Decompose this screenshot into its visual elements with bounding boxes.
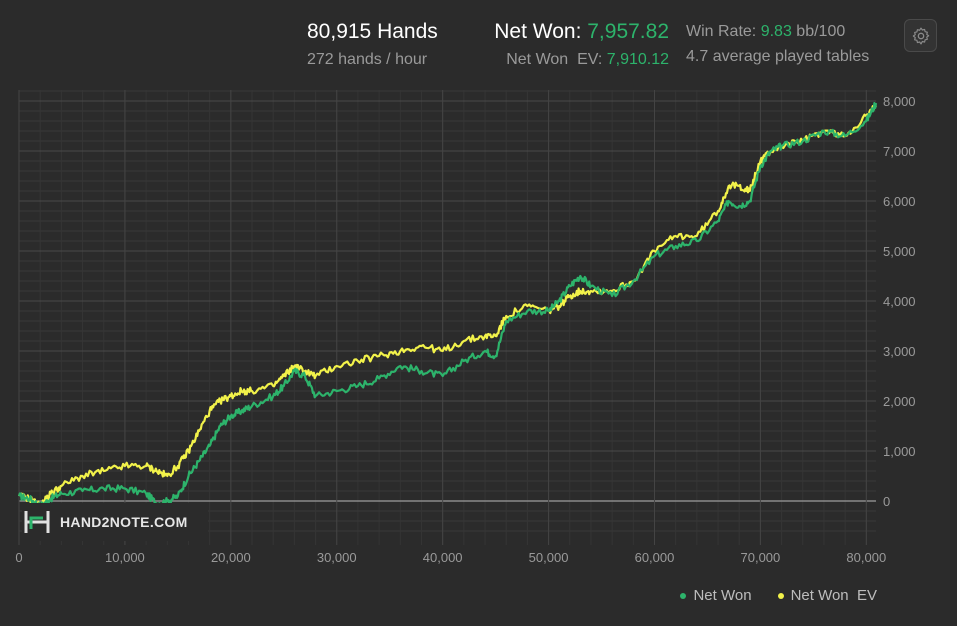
series-layer <box>17 102 878 510</box>
y-tick-label: 4,000 <box>883 294 916 309</box>
legend-dot-net-won-ev <box>777 592 784 599</box>
y-tick-label: 2,000 <box>883 394 916 409</box>
major-gridlines <box>18 90 876 545</box>
y-tick-label: 3,000 <box>883 344 916 359</box>
x-tick-label: 50,000 <box>529 550 569 565</box>
x-tick-label: 80,000 <box>846 550 886 565</box>
minor-gridlines <box>18 90 876 545</box>
tick-labels: 0 1,000 2,000 3,000 4,000 5,000 6,000 7,000 8,00… <box>15 94 915 565</box>
x-tick-label: 40,000 <box>423 550 463 565</box>
hands-total: 80,915 Hands <box>307 20 438 43</box>
net-won-ev-line <box>17 104 877 510</box>
hand2note-logo: HAND2NOTE.COM <box>22 503 208 541</box>
win-rate-unit: bb/100 <box>796 23 846 40</box>
x-tick-label: 0 <box>15 550 22 565</box>
hand2note-logo-text: HAND2NOTE.COM <box>60 514 188 530</box>
chart-legend: Net Won Net Won EV <box>680 587 877 604</box>
legend-label-net-won: Net Won <box>693 587 752 604</box>
average-tables: 4.7 average played tables <box>686 48 870 65</box>
legend-item-net-won[interactable]: Net Won <box>680 587 752 604</box>
net-won-label: Net Won: <box>494 20 582 43</box>
x-tick-label: 70,000 <box>741 550 781 565</box>
hands-per-hour: 272 hands / hour <box>307 51 428 68</box>
net-won-ev-label: Net Won EV: <box>506 51 603 68</box>
win-rate-stat: Win Rate: 9.83 bb/100 <box>686 23 845 41</box>
win-rate-label: Win Rate: <box>686 23 757 40</box>
y-tick-label: 7,000 <box>883 144 916 159</box>
y-tick-label: 0 <box>883 494 890 509</box>
x-tick-label: 20,000 <box>211 550 251 565</box>
legend-dot-net-won <box>680 592 687 599</box>
settings-button[interactable] <box>904 19 937 52</box>
win-rate-value: 9.83 <box>760 23 792 40</box>
net-won-value: 7,957.82 <box>587 20 669 43</box>
y-tick-label: 8,000 <box>883 94 916 109</box>
x-tick-label: 60,000 <box>635 550 675 565</box>
net-won-line <box>17 102 878 510</box>
y-tick-label: 6,000 <box>883 194 916 209</box>
y-tick-label: 1,000 <box>883 444 916 459</box>
net-won-ev-value: 7,910.12 <box>606 51 669 68</box>
hand2note-logo-icon <box>23 508 51 536</box>
net-won-stat: Net Won: 7,957.82 <box>494 20 669 44</box>
gear-icon <box>912 27 929 45</box>
legend-item-net-won-ev[interactable]: Net Won EV <box>777 587 877 604</box>
x-tick-label: 10,000 <box>105 550 145 565</box>
y-tick-label: 5,000 <box>883 244 916 259</box>
x-tick-label: 30,000 <box>317 550 357 565</box>
net-won-ev-stat: Net Won EV: 7,910.12 <box>506 51 669 69</box>
legend-label-net-won-ev: Net Won EV <box>790 587 877 604</box>
